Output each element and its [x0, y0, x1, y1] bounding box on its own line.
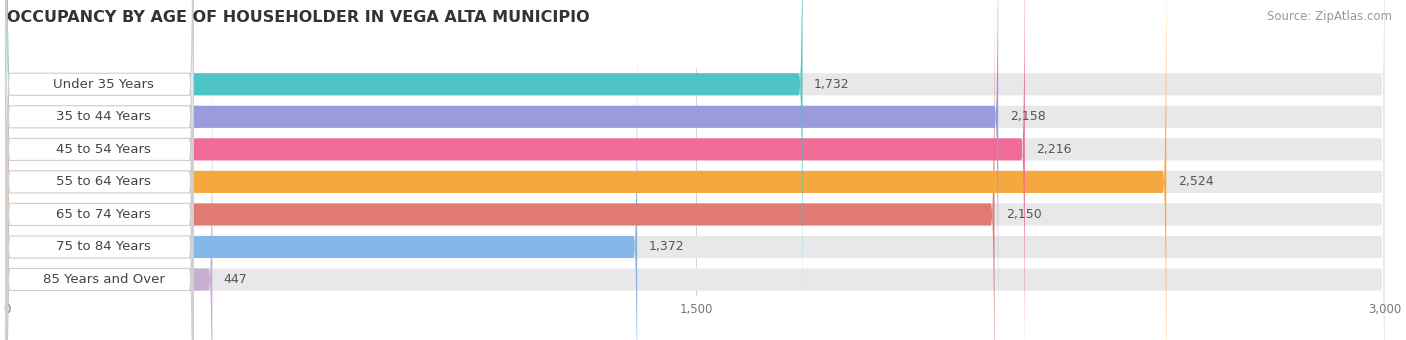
FancyBboxPatch shape	[7, 0, 803, 334]
FancyBboxPatch shape	[7, 0, 1385, 340]
Text: Under 35 Years: Under 35 Years	[53, 78, 155, 91]
FancyBboxPatch shape	[7, 0, 998, 340]
FancyBboxPatch shape	[7, 0, 1385, 340]
Text: 2,158: 2,158	[1010, 110, 1046, 123]
FancyBboxPatch shape	[6, 0, 193, 340]
FancyBboxPatch shape	[7, 0, 637, 340]
Text: 65 to 74 Years: 65 to 74 Years	[56, 208, 152, 221]
FancyBboxPatch shape	[6, 30, 193, 340]
Text: OCCUPANCY BY AGE OF HOUSEHOLDER IN VEGA ALTA MUNICIPIO: OCCUPANCY BY AGE OF HOUSEHOLDER IN VEGA …	[7, 10, 589, 25]
Text: 2,524: 2,524	[1178, 175, 1213, 188]
Text: 55 to 64 Years: 55 to 64 Years	[56, 175, 152, 188]
Text: 75 to 84 Years: 75 to 84 Years	[56, 240, 152, 254]
Text: 2,150: 2,150	[1007, 208, 1042, 221]
Text: 447: 447	[224, 273, 247, 286]
FancyBboxPatch shape	[7, 30, 212, 340]
FancyBboxPatch shape	[7, 0, 1385, 340]
FancyBboxPatch shape	[6, 0, 193, 340]
FancyBboxPatch shape	[7, 0, 1385, 340]
FancyBboxPatch shape	[7, 0, 994, 340]
Text: 85 Years and Over: 85 Years and Over	[42, 273, 165, 286]
Text: 35 to 44 Years: 35 to 44 Years	[56, 110, 152, 123]
FancyBboxPatch shape	[6, 0, 193, 334]
Text: 2,216: 2,216	[1036, 143, 1071, 156]
FancyBboxPatch shape	[6, 0, 193, 340]
FancyBboxPatch shape	[7, 0, 1167, 340]
FancyBboxPatch shape	[7, 0, 1025, 340]
Text: 45 to 54 Years: 45 to 54 Years	[56, 143, 152, 156]
FancyBboxPatch shape	[7, 30, 1385, 340]
Text: Source: ZipAtlas.com: Source: ZipAtlas.com	[1267, 10, 1392, 23]
FancyBboxPatch shape	[6, 0, 193, 340]
FancyBboxPatch shape	[6, 0, 193, 340]
Text: 1,372: 1,372	[648, 240, 685, 254]
FancyBboxPatch shape	[7, 0, 1385, 340]
FancyBboxPatch shape	[7, 0, 1385, 334]
Text: 1,732: 1,732	[814, 78, 849, 91]
